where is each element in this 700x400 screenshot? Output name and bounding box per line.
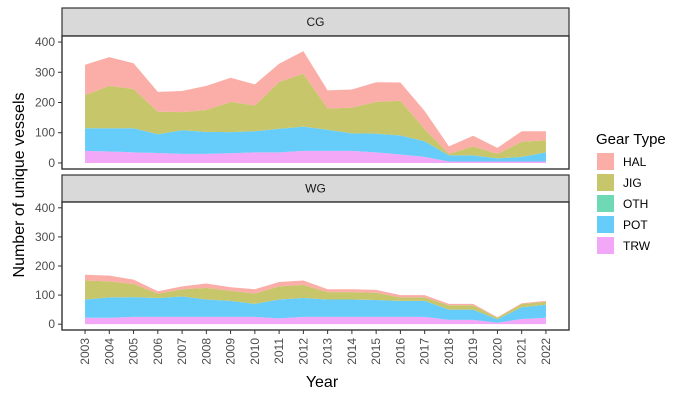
legend-label-oth: OTH [623,197,648,211]
x-tick-label: 2004 [102,338,116,365]
area-cg-hal [85,51,546,154]
legend-label-pot: POT [623,218,648,232]
y-tick-label: 0 [48,317,55,331]
legend-key-trw [597,237,614,254]
y-tick-label: 100 [35,288,55,302]
y-tick-label: 300 [35,65,55,79]
x-tick-label: 2019 [466,338,480,365]
x-tick-label: 2012 [296,338,310,365]
area-wg-trw [85,316,546,325]
area-cg-pot [85,126,546,162]
x-tick-label: 2010 [248,338,262,365]
x-tick-label: 2018 [442,338,456,365]
x-tick-label: 2008 [199,338,213,365]
facet-strip-label: WG [305,182,326,196]
panel-wg: WG 0 100 200 300 400 [35,174,570,331]
facet-strip [61,7,570,37]
x-tick-label: 2009 [224,338,238,365]
facet-strip [61,174,570,203]
x-tick-label: 2016 [393,338,407,365]
x-axis: 2003 2004 2005 2006 2007 2008 2009 2010 2011 2012… [78,330,553,365]
y-axis-title: Number of unique vessels [11,93,28,278]
x-axis-title: Year [306,374,339,391]
y-tick-label: 400 [35,201,55,215]
y-tick-label: 200 [35,96,55,110]
legend-label-hal: HAL [623,155,647,169]
x-tick-label: 2005 [127,338,141,365]
x-tick-label: 2020 [490,338,504,365]
x-tick-label: 2015 [369,338,383,365]
panels-layer: CG 0 100 200 300 400 WG 0 100 200 300 400 [35,7,570,331]
facet-strip-label: CG [307,15,325,29]
x-tick-label: 2013 [321,338,335,365]
legend-key-hal [597,153,614,170]
panel-cg: CG 0 100 200 300 400 [35,7,570,170]
area-wg-jig [85,280,546,320]
area-wg-hal [85,274,546,318]
x-tick-label: 2003 [78,338,92,365]
x-tick-label: 2006 [151,338,165,365]
y-tick-label: 300 [35,230,55,244]
legend-key-pot [597,216,614,233]
y-tick-label: 100 [35,126,55,140]
area-cg-trw [85,150,546,163]
x-tick-label: 2021 [515,338,529,365]
legend-key-oth [597,195,614,212]
area-wg-pot [85,296,546,323]
legend-label-jig: JIG [623,176,642,190]
x-tick-label: 2014 [345,338,359,365]
legend: Gear Type HAL JIG OTH POT TRW [596,131,666,254]
legend-key-jig [597,174,614,191]
legend-label-trw: TRW [623,239,651,253]
y-tick-label: 400 [35,35,55,49]
y-tick-label: 200 [35,259,55,273]
x-tick-label: 2022 [539,338,553,365]
area-cg-jig [85,73,546,159]
x-tick-label: 2011 [272,338,286,364]
y-tick-label: 0 [48,156,55,170]
legend-title: Gear Type [596,131,666,148]
x-tick-label: 2007 [175,338,189,365]
x-tick-label: 2017 [418,338,432,365]
